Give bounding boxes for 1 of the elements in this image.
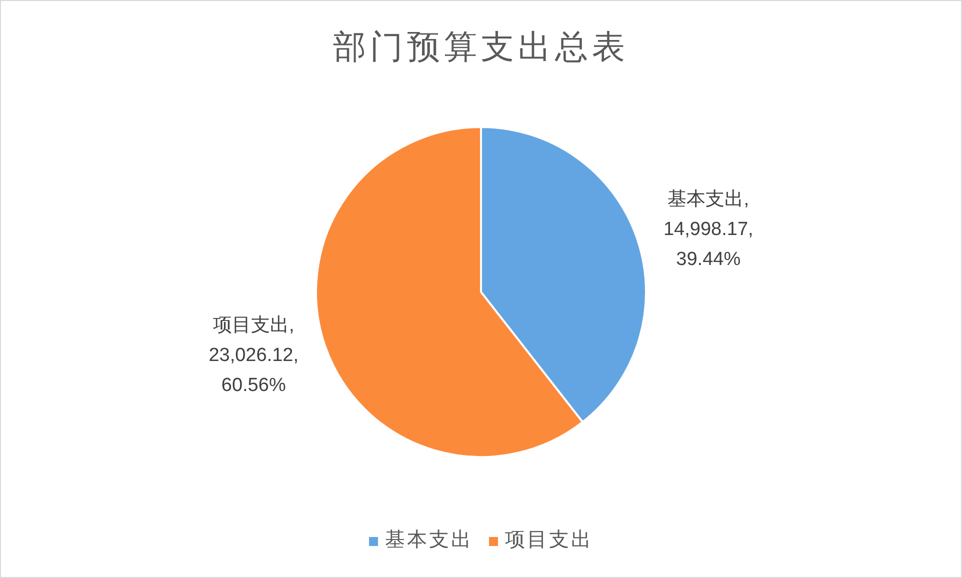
title: 部门预算支出总表	[333, 30, 629, 66]
